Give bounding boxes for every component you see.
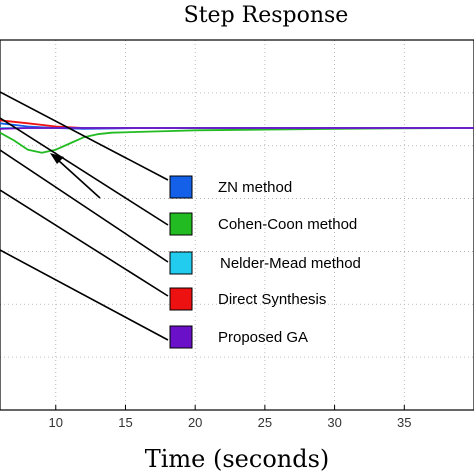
legend-label: Direct Synthesis bbox=[218, 291, 326, 308]
legend-label: Cohen-Coon method bbox=[218, 216, 357, 233]
plot-area-frame bbox=[0, 39, 474, 411]
x-tick-label: 10 bbox=[49, 415, 63, 430]
series-line-proposed-ga bbox=[0, 127, 474, 130]
legend-swatch bbox=[169, 212, 193, 236]
annotation-arrowhead bbox=[50, 153, 64, 164]
legend-label: Nelder-Mead method bbox=[220, 255, 361, 272]
legend-swatch bbox=[169, 287, 193, 311]
legend-swatch bbox=[169, 251, 193, 275]
x-tick-labels: 10 15 20 25 30 35 bbox=[49, 405, 412, 430]
series-lines bbox=[0, 119, 474, 154]
x-tick-label: 25 bbox=[258, 415, 272, 430]
legend-swatch bbox=[169, 325, 193, 349]
legend-swatch bbox=[169, 175, 193, 199]
annotation-leader-line bbox=[0, 91, 169, 181]
legend: ZN method Cohen-Coon method Nelder-Mead me… bbox=[169, 175, 361, 349]
x-tick-label: 35 bbox=[397, 415, 411, 430]
series-line-cohen-coon-method bbox=[0, 127, 474, 154]
x-tick-label: 30 bbox=[327, 415, 341, 430]
legend-label: Proposed GA bbox=[218, 329, 308, 346]
x-tick-label: 20 bbox=[188, 415, 202, 430]
annotation-arrow-line bbox=[57, 159, 101, 199]
annotation-lines bbox=[0, 91, 169, 341]
grid-lines bbox=[0, 40, 474, 410]
annotation-leader-line bbox=[0, 117, 169, 226]
annotation-leader-line bbox=[0, 249, 169, 341]
chart-title: Step Response bbox=[184, 3, 349, 28]
annotation-leader-line bbox=[0, 149, 169, 263]
annotation-leader-line bbox=[0, 189, 169, 297]
x-tick-label: 15 bbox=[118, 415, 132, 430]
x-axis-label: Time (seconds) bbox=[145, 445, 330, 473]
legend-label: ZN method bbox=[218, 179, 292, 196]
